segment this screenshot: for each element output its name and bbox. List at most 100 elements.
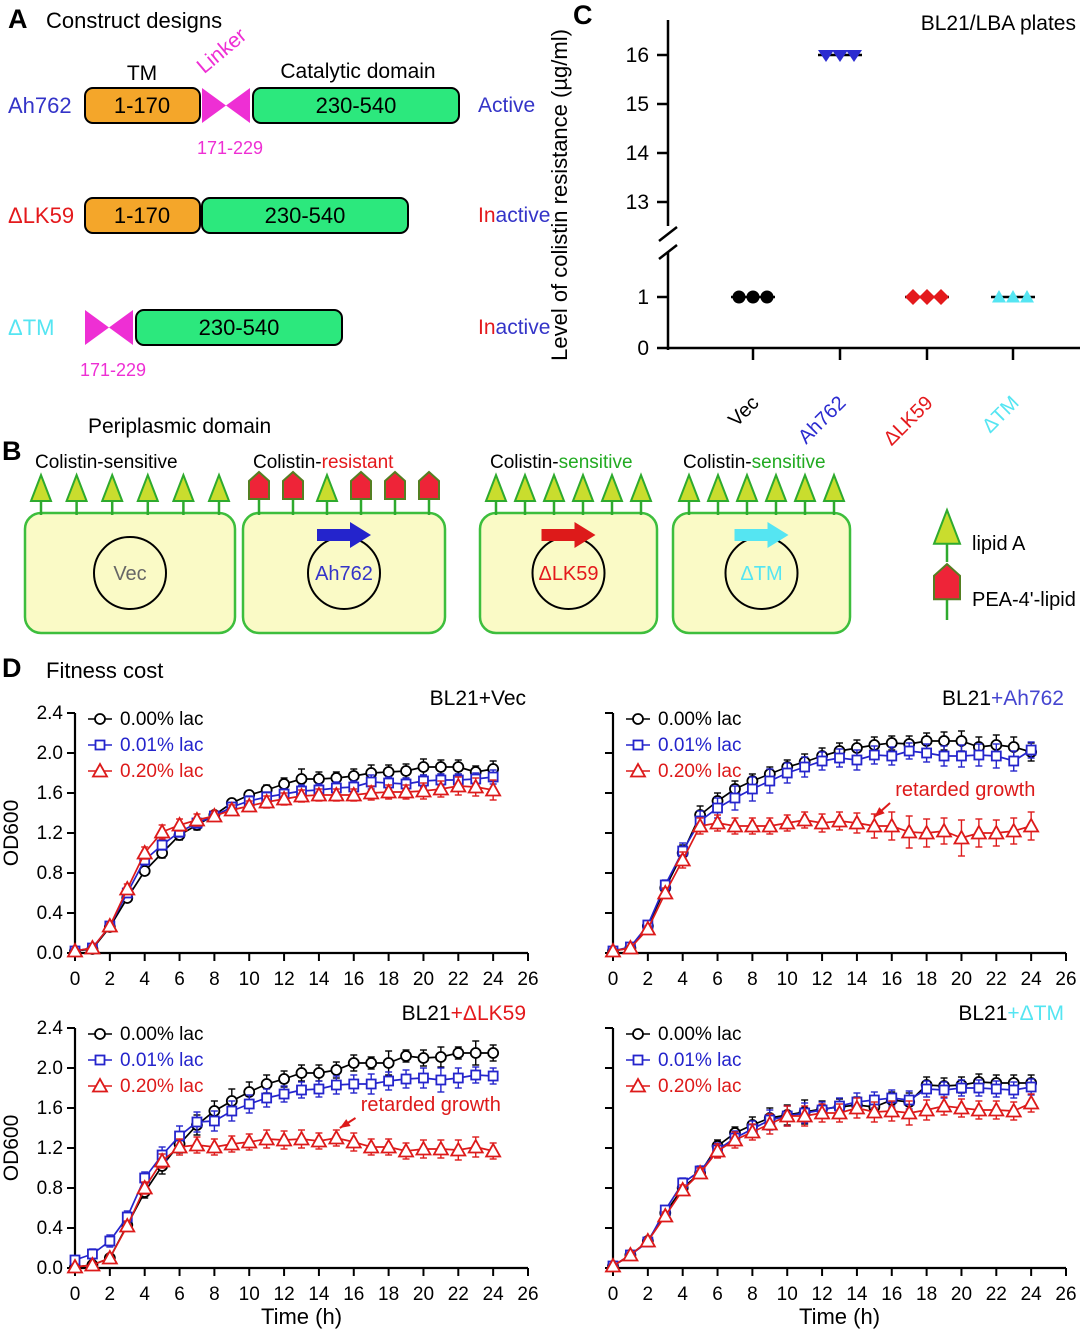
x-tick-label: 8 [209,969,220,990]
data-point [900,1104,918,1120]
data-point [1020,290,1034,303]
legend-lipid-a-label: lipid A [972,533,1026,555]
catalytic-range-label: 230-540 [265,203,346,228]
legend-marker [632,739,644,751]
data-point [365,1078,377,1090]
legend-label: 0.20% lac [120,761,203,782]
data-point [383,1075,395,1087]
data-point [918,824,936,840]
data-point [118,1217,136,1233]
data-point [240,797,258,813]
data-point [484,1142,502,1158]
data-point [956,1082,967,1094]
legend-label: 0.20% lac [658,1076,741,1097]
data-point [484,781,502,797]
data-point [83,939,101,955]
data-point [240,1133,258,1149]
data-point [434,761,447,773]
lipid-a-icon [171,472,195,502]
y-tick-label: 0.4 [37,903,64,924]
data-point [66,1258,84,1274]
data-point [449,1141,467,1157]
x-tick-label: 16 [343,969,364,990]
x-tick-label: 4 [139,969,150,990]
legend-marker [94,1028,106,1040]
construct-row: Ah762 1-170 171-229 230-540 Active [8,87,535,158]
data-point [362,784,380,800]
bacterial-cell: Colistin-sensitive ΔLK59 [478,452,659,635]
x-tick-label: 12 [812,1284,833,1305]
data-point [261,1092,273,1104]
data-point [467,778,485,794]
lipid-legend: lipid A PEA-4'-lipid A [932,507,1080,620]
data-point [275,1131,293,1147]
phenotype-label: Colistin-resistant [253,452,394,473]
data-point [310,786,328,802]
data-point [639,1232,657,1248]
legend-label: 0.20% lac [658,761,741,782]
data-point [830,812,849,828]
y-tick-label: 0.0 [37,943,63,964]
data-point [313,1083,325,1095]
lipid-a-icon [100,472,124,502]
data-series [66,776,502,958]
x-tick-label: 16 [881,1284,902,1305]
x-tick-label: 14 [846,1284,868,1305]
data-point [848,814,866,830]
data-point [952,1099,970,1115]
linker-range-label: 171-229 [197,138,263,158]
x-tick-label: 12 [274,1284,295,1305]
x-tick-label: 12 [274,969,295,990]
data-point [345,786,363,802]
legend-label: 0.20% lac [120,1076,203,1097]
data-point [743,1123,761,1139]
data-point [467,1138,485,1154]
data-point [621,939,639,955]
x-tick-label: 26 [1055,1284,1076,1305]
data-point [205,1138,223,1154]
data-point [813,814,831,830]
data-point [938,1084,950,1096]
data-point [1022,817,1040,833]
lipid-a-icon [207,472,231,502]
data-point [83,1256,101,1272]
x-axis-title: Time (h) [261,1304,342,1329]
data-point [952,829,970,845]
panel-a-constructs: TM Linker Catalytic domain Ah762 1-170 171-22… [8,24,550,438]
data-point [905,289,921,305]
data-point [313,773,325,785]
pea-lipid-a-icon [933,562,961,601]
axis-break-slash [658,244,678,260]
cell-body [241,511,447,635]
data-point [886,750,898,762]
legend-label: 0.01% lac [658,1050,741,1071]
panel-d-title: Fitness cost [46,658,164,683]
y-axis-title: OD600 [0,800,23,867]
data-point [796,811,814,827]
x-tick-label: 24 [483,969,505,990]
data-point [761,817,779,833]
x-tick-label: 18 [378,969,399,990]
x-tick-label: 8 [747,969,758,990]
data-point [691,1164,709,1180]
y-tick-label: 1 [637,286,649,309]
data-point [188,1136,206,1152]
data-point [470,1069,482,1081]
gene-arrow-icon [541,522,596,548]
pea-lipid-a-icon [350,470,372,500]
lipid-a-icon [793,472,817,502]
data-point [919,289,935,305]
data-point [604,1257,622,1273]
data-point [435,1074,447,1086]
legend-pea-label: PEA-4'-lipid A [972,589,1080,611]
data-point [816,755,828,767]
data-point [278,1088,290,1100]
data-point [921,1083,933,1095]
cell-body [478,511,659,635]
data-point [101,917,119,933]
construct-name: ΔTM [8,315,54,340]
data-point [310,1132,328,1148]
data-point [973,749,985,761]
data-point [380,783,398,799]
